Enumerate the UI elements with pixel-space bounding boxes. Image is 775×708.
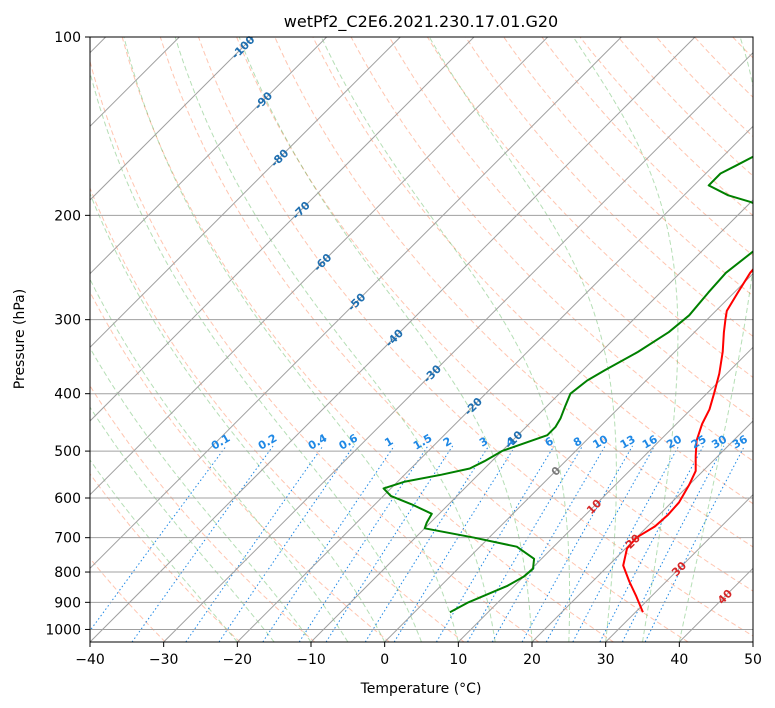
mixing-ratio-line [185,445,324,642]
x-tick-label: −10 [296,652,326,668]
x-tick-label: 0 [380,652,389,668]
x-tick-label: 30 [597,652,615,668]
y-tick-label: 700 [54,531,81,547]
x-tick-label: 50 [744,652,762,668]
dry-adiabat-line [426,37,753,379]
x-axis-label: Temperature (°C) [360,681,482,697]
plot-frame [89,36,754,643]
moist-adiabat-line [90,70,422,642]
x-axis-ticks: −40 −30 −20 −10 0 10 20 30 40 50 [75,642,762,668]
y-tick-label: 500 [54,444,81,460]
mixing-ratio-line [218,445,355,642]
moist-adiabat-line [238,37,533,642]
moist-adiabat-line [90,459,238,642]
profile-series [382,155,753,614]
dry-adiabat-line [121,37,614,642]
y-axis-ticks: 100 200 300 400 500 600 700 800 900 1000 [45,30,90,638]
y-tick-label: 800 [54,565,81,581]
y-tick-label: 1000 [45,622,81,638]
isotherm-line [384,272,753,642]
mixing-ratio-line [521,445,633,642]
dry-adiabat-line [90,291,390,642]
isotherm-line [605,493,753,642]
dry-adiabat-line [388,37,753,420]
y-axis-label: Pressure (hPa) [12,289,28,389]
dry-adiabat-line [503,37,753,297]
y-tick-label: 400 [54,387,81,403]
y-tick-label: 600 [54,491,81,507]
dry-adiabat-line [159,37,689,642]
mixing-ratio-line [131,445,274,642]
moist-adiabat-line [90,192,386,642]
moist-adiabat-line [428,37,617,642]
x-tick-label: 10 [449,652,467,668]
mixing-ratio-line [435,445,555,642]
isotherm-line [90,37,696,642]
isotherm-line [90,37,328,275]
chart-title: wetPf2_C2E6.2021.230.17.01.G20 [284,12,558,32]
moist-adiabat-line [572,37,679,642]
y-tick-label: 900 [54,595,81,611]
isotherm-line [90,37,475,422]
isotherm-line [90,37,254,201]
mixing-ratio-line [325,445,454,642]
mixing-ratio-line [545,445,656,642]
mixing-ratio-line [621,445,725,642]
isotherm-line [90,37,622,570]
dry-adiabat-line [90,59,540,642]
isotherm-line [90,37,549,496]
moist-adiabat-line [90,278,349,642]
x-tick-label: −30 [149,652,179,668]
x-tick-label: −40 [75,652,105,668]
dry-adiabat-line [197,37,753,637]
x-tick-label: 40 [670,652,688,668]
dry-adiabat-line [90,557,166,642]
dry-adiabat-line [90,384,316,642]
mixing-ratio-line [467,445,584,642]
y-tick-label: 100 [54,30,81,46]
mixing-ratio-line [364,445,490,642]
isotherm-line [163,51,753,642]
y-tick-label: 300 [54,313,81,329]
moist-adiabat-line [320,37,571,642]
dry-adiabat-line [90,186,465,642]
isotherm-line [90,37,401,349]
y-tick-label: 200 [54,208,81,224]
x-tick-label: 20 [523,652,541,668]
moist-adiabat-line [678,37,753,642]
dewpoint-line [382,155,753,614]
grid-lines [90,37,753,642]
mixing-ratio-line [644,445,746,642]
moist-adiabat-line [174,37,496,642]
temperature-line [622,267,753,613]
dry-adiabat-line [312,37,753,505]
isotherm-line [310,199,753,642]
isotherm-line [457,346,753,642]
isotherm-line [236,125,753,642]
x-tick-label: −20 [223,652,253,668]
mixing-ratio-line [298,445,429,642]
mixing-ratio-line [262,445,395,642]
moist-adiabat-line [90,406,275,642]
